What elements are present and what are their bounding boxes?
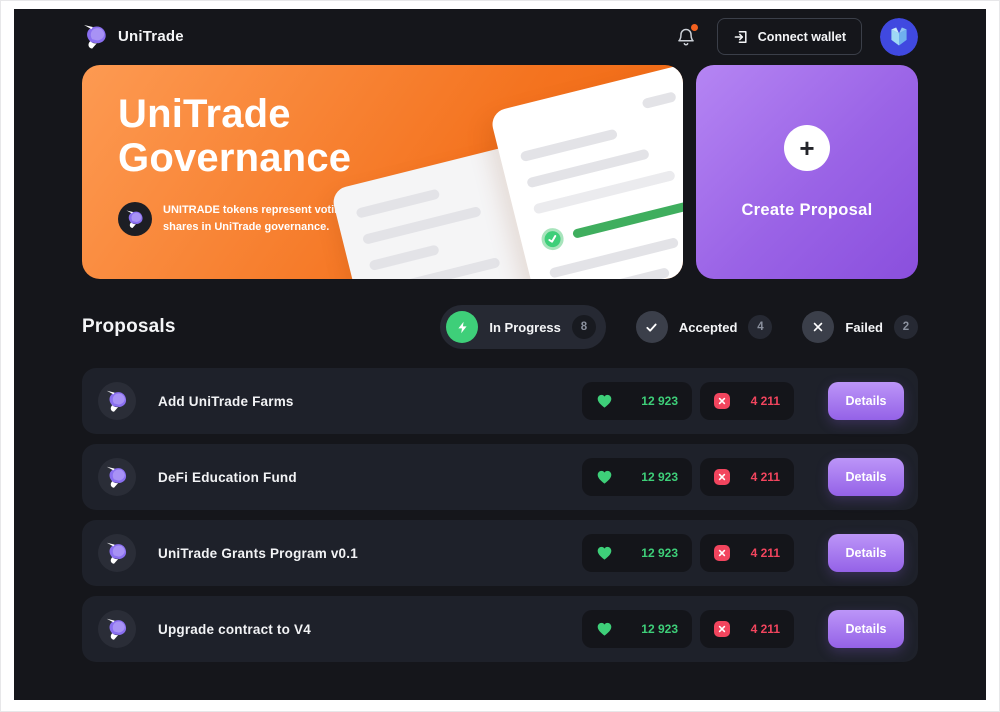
proposal-row: Add UniTrade Farms 12 923 4 211 Details: [82, 368, 918, 434]
create-proposal-card[interactable]: + Create Proposal: [696, 65, 918, 279]
proposal-avatar-icon: [98, 458, 136, 496]
upvote-count: 12 923: [641, 546, 678, 560]
wallet-login-icon: [734, 30, 747, 43]
plus-icon: +: [784, 125, 830, 171]
check-circle-icon: [539, 225, 566, 253]
x-square-icon: [714, 621, 730, 637]
proposal-list: Add UniTrade Farms 12 923 4 211 Details …: [82, 368, 918, 662]
upvote-count: 12 923: [641, 394, 678, 408]
unitrade-logo-icon: [82, 23, 109, 50]
proposal-filters: In Progress 8 Accepted 4 Failed 2: [440, 305, 918, 349]
downvote-count: 4 211: [750, 546, 780, 560]
downvote-chip[interactable]: 4 211: [700, 382, 794, 420]
heart-icon: [597, 470, 612, 484]
notifications-button[interactable]: [673, 23, 699, 50]
hero-section: UniTrade Governance UNITRADE tokens repr…: [82, 65, 918, 279]
proposal-avatar-icon: [98, 382, 136, 420]
upvote-count: 12 923: [641, 470, 678, 484]
proposal-title: Upgrade contract to V4: [158, 621, 311, 637]
x-square-icon: [714, 393, 730, 409]
notification-dot: [690, 23, 698, 31]
brand[interactable]: UniTrade: [82, 23, 184, 50]
downvote-count: 4 211: [750, 622, 780, 636]
upvote-chip[interactable]: 12 923: [582, 382, 692, 420]
avatar[interactable]: [880, 18, 918, 56]
downvote-count: 4 211: [750, 470, 780, 484]
details-button[interactable]: Details: [828, 610, 904, 648]
filter-failed[interactable]: Failed 2: [802, 311, 918, 343]
downvote-chip[interactable]: 4 211: [700, 458, 794, 496]
header-actions: Connect wallet: [673, 18, 918, 56]
upvote-count: 12 923: [641, 622, 678, 636]
proposal-row: Upgrade contract to V4 12 923 4 211 Deta…: [82, 596, 918, 662]
avatar-icon: [880, 18, 918, 56]
check-icon: [635, 311, 668, 343]
x-icon: [802, 311, 835, 343]
app-window: UniTrade Connect wallet: [14, 9, 986, 700]
proposal-title: UniTrade Grants Program v0.1: [158, 545, 358, 561]
details-button[interactable]: Details: [828, 382, 904, 420]
filter-in-progress[interactable]: In Progress 8: [440, 305, 606, 349]
governance-banner: UniTrade Governance UNITRADE tokens repr…: [82, 65, 683, 279]
connect-wallet-label: Connect wallet: [757, 29, 846, 44]
app-header: UniTrade Connect wallet: [82, 9, 918, 64]
details-button[interactable]: Details: [828, 534, 904, 572]
heart-icon: [597, 546, 612, 560]
proposals-header: Proposals In Progress 8 Accepted 4: [82, 305, 918, 349]
proposal-title: Add UniTrade Farms: [158, 393, 294, 409]
banner-title: UniTrade Governance: [118, 92, 352, 180]
proposal-row: DeFi Education Fund 12 923 4 211 Details: [82, 444, 918, 510]
heart-icon: [597, 622, 612, 636]
banner-note: UNITRADE tokens represent voting shares …: [118, 202, 378, 236]
proposals-heading: Proposals: [82, 316, 176, 337]
filter-count-badge: 4: [748, 315, 773, 339]
x-square-icon: [714, 545, 730, 561]
proposal-actions: 12 923 4 211 Details: [582, 534, 904, 572]
downvote-chip[interactable]: 4 211: [700, 534, 794, 572]
proposal-row: UniTrade Grants Program v0.1 12 923 4 21…: [82, 520, 918, 586]
proposal-actions: 12 923 4 211 Details: [582, 382, 904, 420]
heart-icon: [597, 394, 612, 408]
filter-count-badge: 2: [894, 315, 918, 339]
connect-wallet-button[interactable]: Connect wallet: [716, 18, 862, 55]
filter-accepted[interactable]: Accepted 4: [635, 311, 773, 343]
proposal-title: DeFi Education Fund: [158, 469, 297, 485]
bolt-icon: [446, 311, 479, 343]
x-square-icon: [714, 469, 730, 485]
upvote-chip[interactable]: 12 923: [582, 458, 692, 496]
filter-count-badge: 8: [571, 315, 596, 339]
upvote-chip[interactable]: 12 923: [582, 534, 692, 572]
proposal-avatar-icon: [98, 610, 136, 648]
unitrade-badge-icon: [118, 202, 152, 236]
upvote-chip[interactable]: 12 923: [582, 610, 692, 648]
create-proposal-label: Create Proposal: [741, 201, 873, 219]
bell-icon: [677, 28, 694, 45]
downvote-chip[interactable]: 4 211: [700, 610, 794, 648]
proposal-actions: 12 923 4 211 Details: [582, 458, 904, 496]
proposal-avatar-icon: [98, 534, 136, 572]
details-button[interactable]: Details: [828, 458, 904, 496]
brand-name: UniTrade: [118, 28, 184, 45]
banner-description: UNITRADE tokens represent voting shares …: [163, 204, 348, 234]
proposal-actions: 12 923 4 211 Details: [582, 610, 904, 648]
downvote-count: 4 211: [750, 394, 780, 408]
